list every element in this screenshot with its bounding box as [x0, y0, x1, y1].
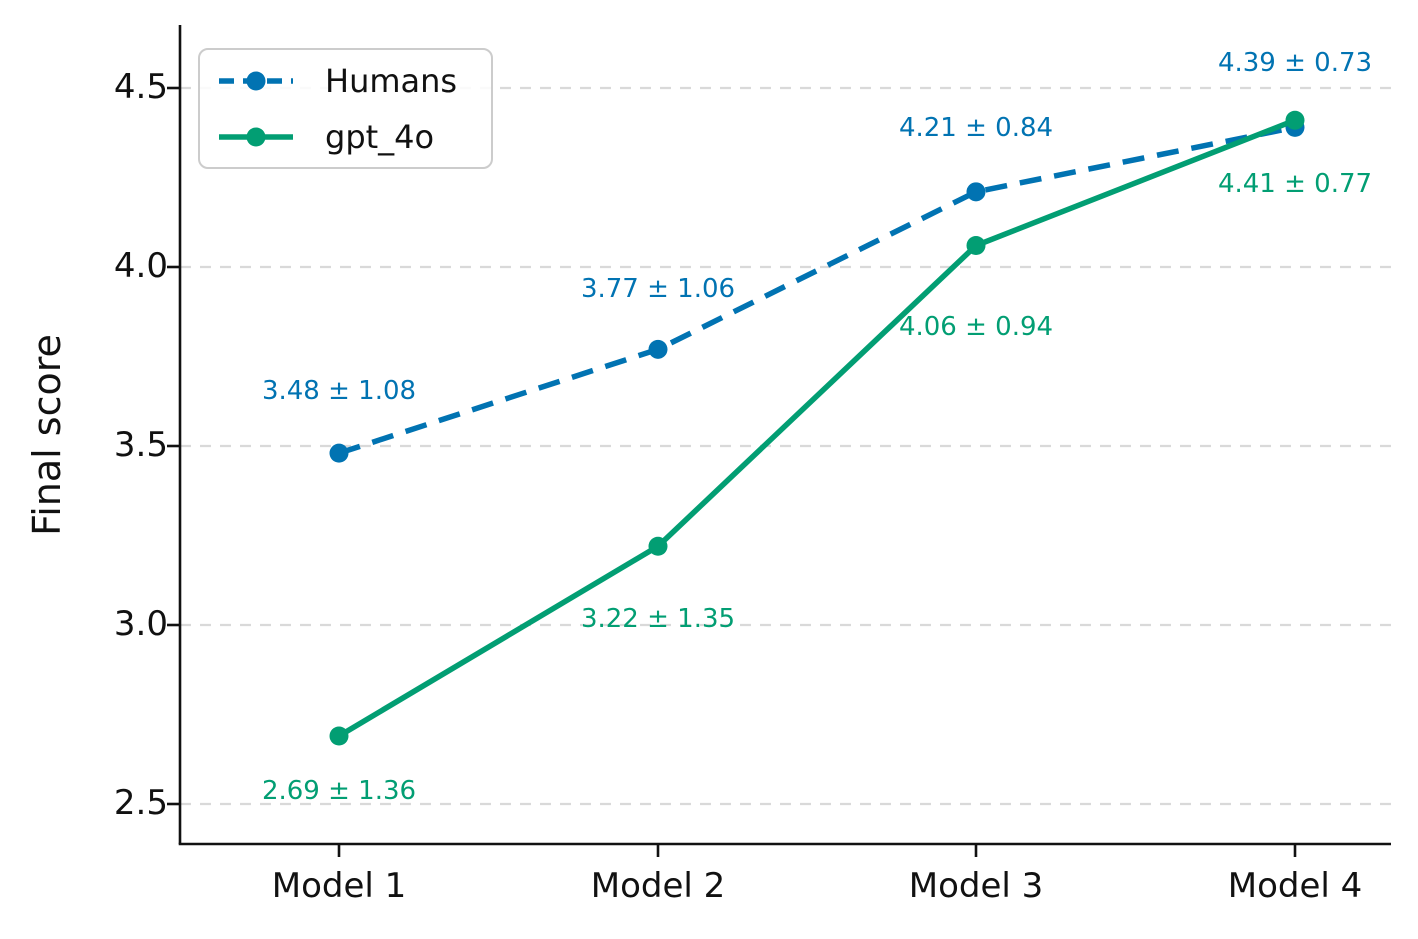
annotation-gpt_4o-2: 3.22 ± 1.35 [580, 604, 736, 635]
legend-sample-marker [246, 127, 266, 146]
annotation-humans-1: 3.48 ± 1.08 [261, 376, 417, 407]
data-point-gpt_4o-4 [1285, 110, 1305, 130]
data-point-gpt_4o-2 [648, 536, 668, 556]
annotation-gpt_4o-3: 4.06 ± 0.94 [898, 311, 1054, 342]
legend-line-humans-icon [219, 71, 293, 90]
y-tick-label: 4.0 [113, 246, 168, 287]
data-point-humans-3 [966, 182, 986, 202]
annotation-gpt_4o-1: 2.69 ± 1.36 [261, 775, 417, 806]
legend-label-humans: Humans [325, 61, 458, 100]
x-tick-label: Model 1 [271, 866, 407, 906]
annotation-gpt_4o-4: 4.41 ± 0.77 [1217, 169, 1373, 200]
y-tick-label: 2.5 [113, 783, 168, 824]
annotation-humans-2: 3.77 ± 1.06 [580, 274, 736, 305]
legend-entry-humans: Humans [217, 58, 491, 104]
data-point-gpt_4o-3 [966, 236, 986, 256]
legend: Humans gpt_4o [198, 48, 493, 169]
y-tick-label: 3.0 [113, 604, 168, 645]
data-point-humans-1 [329, 443, 349, 463]
legend-label-gpt-4o: gpt_4o [325, 117, 435, 156]
y-tick-label: 4.5 [113, 67, 168, 108]
x-tick-label: Model 2 [590, 866, 726, 906]
x-tick-label: Model 4 [1227, 866, 1363, 906]
data-point-gpt_4o-1 [329, 726, 349, 746]
legend-line-gpt-4o-icon [219, 127, 293, 146]
annotation-humans-3: 4.21 ± 0.84 [898, 112, 1054, 143]
x-tick-label: Model 3 [908, 866, 1044, 906]
data-point-humans-2 [648, 339, 668, 359]
annotation-humans-4: 4.39 ± 0.73 [1217, 48, 1373, 79]
legend-entry-gpt-4o: gpt_4o [217, 114, 491, 160]
series-line-gpt_4o [337, 117, 1297, 739]
y-tick-label: 3.5 [113, 425, 168, 466]
series-line-humans [338, 124, 1296, 456]
legend-sample-marker [246, 71, 266, 90]
